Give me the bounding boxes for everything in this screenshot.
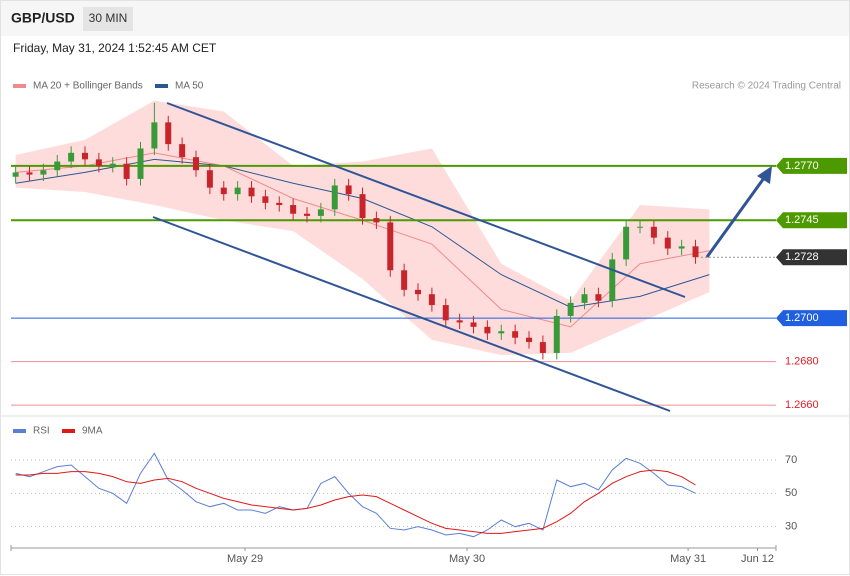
level-box	[776, 310, 847, 327]
legend-swatch	[155, 84, 168, 88]
header-bar	[1, 1, 849, 36]
y-tick-label: 30	[785, 521, 797, 533]
candle-body	[68, 152, 75, 162]
candle-body	[345, 185, 352, 195]
candle-body	[248, 187, 255, 197]
candle-body	[262, 196, 269, 203]
candle-body	[151, 122, 158, 149]
candle-body	[637, 226, 644, 228]
candle-body	[415, 289, 422, 295]
candle-body	[512, 331, 519, 338]
legend-label: 9MA	[82, 426, 103, 437]
candle-body	[82, 152, 89, 160]
timeframe-box	[83, 7, 133, 31]
level-label: 1.2680	[785, 356, 819, 368]
candle-body	[206, 170, 213, 188]
x-tick-label: Jun 12	[741, 553, 774, 565]
legend-swatch	[13, 84, 26, 88]
credit: Research © 2024 Trading Central	[692, 81, 841, 92]
legend-label: MA 20 + Bollinger Bands	[33, 81, 143, 92]
candle-body	[484, 326, 491, 334]
candle-body	[526, 337, 533, 343]
candle-body	[137, 148, 144, 179]
annotations	[152, 102, 772, 412]
x-tick-label: May 30	[449, 553, 485, 565]
level-box	[776, 212, 847, 229]
candle-body	[373, 218, 380, 223]
candle-body	[678, 246, 685, 249]
candle-body	[428, 294, 435, 306]
candle-body	[95, 159, 102, 166]
legend-label: MA 50	[175, 81, 204, 92]
candle-body	[331, 185, 338, 210]
candle-body	[553, 315, 560, 353]
x-tick-label: May 29	[227, 553, 263, 565]
rsi-line	[15, 452, 696, 538]
candle-body	[442, 305, 449, 321]
candle-body	[470, 322, 477, 327]
y-tick-label: 70	[785, 454, 797, 466]
candle-body	[609, 259, 616, 301]
candle-body	[123, 163, 130, 179]
candle-body	[26, 172, 33, 175]
level-box	[776, 157, 847, 174]
symbol: GBP/USD	[11, 10, 75, 26]
candle-body	[193, 157, 200, 171]
level-label: 1.2660	[785, 399, 819, 411]
candle-body	[220, 187, 227, 195]
candle-body	[304, 213, 311, 216]
candle-body	[498, 331, 505, 334]
level-label: 1.2770	[785, 160, 819, 172]
candle-body	[54, 161, 61, 171]
candle-body	[317, 209, 324, 216]
candle-body	[595, 294, 602, 301]
level-label: 1.2745	[785, 214, 819, 226]
candle-body	[387, 222, 394, 271]
candle-body	[12, 172, 19, 177]
forecast-arrow	[705, 177, 766, 258]
candle-body	[179, 144, 186, 158]
x-tick-label: May 31	[670, 553, 706, 565]
candle-body	[401, 270, 408, 290]
level-box	[776, 249, 847, 266]
arrow-head	[757, 166, 772, 184]
candle-body	[539, 342, 546, 353]
candle-body	[664, 237, 671, 249]
candle-body	[623, 226, 630, 260]
candle-body	[581, 294, 588, 303]
candle-body	[567, 302, 574, 316]
candle-body	[359, 194, 366, 219]
candle-body	[109, 163, 116, 166]
candle-body	[40, 170, 47, 175]
candle-body	[234, 187, 241, 195]
price-panel: MA 20 + Bollinger Bands MA 50 1.2770 1.2745…	[11, 81, 847, 412]
rsi-panel: RSI 9MA 30 50 70	[11, 426, 797, 538]
rsi-line	[15, 469, 696, 534]
channel-lower	[152, 216, 671, 412]
y-tick-label: 50	[785, 487, 797, 499]
timestamp: Friday, May 31, 2024 1:52:45 AM CET	[13, 41, 217, 55]
candle-body	[650, 226, 657, 238]
legend-label: RSI	[33, 426, 50, 437]
channel-upper	[166, 102, 686, 298]
candle-body	[692, 246, 699, 258]
level-label: 1.2728	[785, 251, 819, 263]
candle-body	[276, 202, 283, 206]
candle-body	[456, 320, 463, 323]
level-label: 1.2700	[785, 312, 819, 324]
legend-swatch	[62, 429, 75, 433]
candle-body	[165, 122, 172, 145]
candle-body	[290, 205, 297, 214]
timeframe: 30 MIN	[89, 11, 128, 25]
legend-swatch	[13, 429, 26, 433]
